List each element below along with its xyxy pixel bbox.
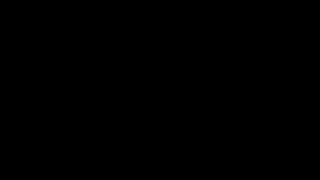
- Text: R: R: [201, 88, 209, 98]
- Text: +: +: [242, 75, 254, 90]
- Text: N: N: [245, 75, 253, 85]
- Text: R: R: [16, 87, 24, 97]
- Text: R: R: [254, 88, 261, 98]
- Text: O: O: [264, 55, 272, 65]
- Text: CH₃: CH₃: [148, 32, 164, 41]
- Text: CH₃: CH₃: [270, 55, 287, 64]
- Text: Aminolysis of Acid Anhydrides: Aminolysis of Acid Anhydrides: [54, 36, 266, 49]
- Text: —: —: [269, 55, 277, 64]
- Text: CH₃: CH₃: [188, 33, 204, 42]
- Text: N: N: [164, 61, 172, 71]
- Text: —: —: [269, 95, 277, 104]
- Text: R: R: [109, 88, 116, 98]
- Text: O: O: [211, 55, 219, 65]
- Text: H: H: [156, 73, 164, 83]
- Text: O: O: [29, 53, 37, 63]
- Text: O: O: [63, 73, 71, 83]
- Text: CH₃: CH₃: [270, 95, 287, 104]
- Text: O: O: [97, 53, 105, 63]
- Text: OH: OH: [299, 75, 315, 85]
- Text: —: —: [139, 33, 147, 42]
